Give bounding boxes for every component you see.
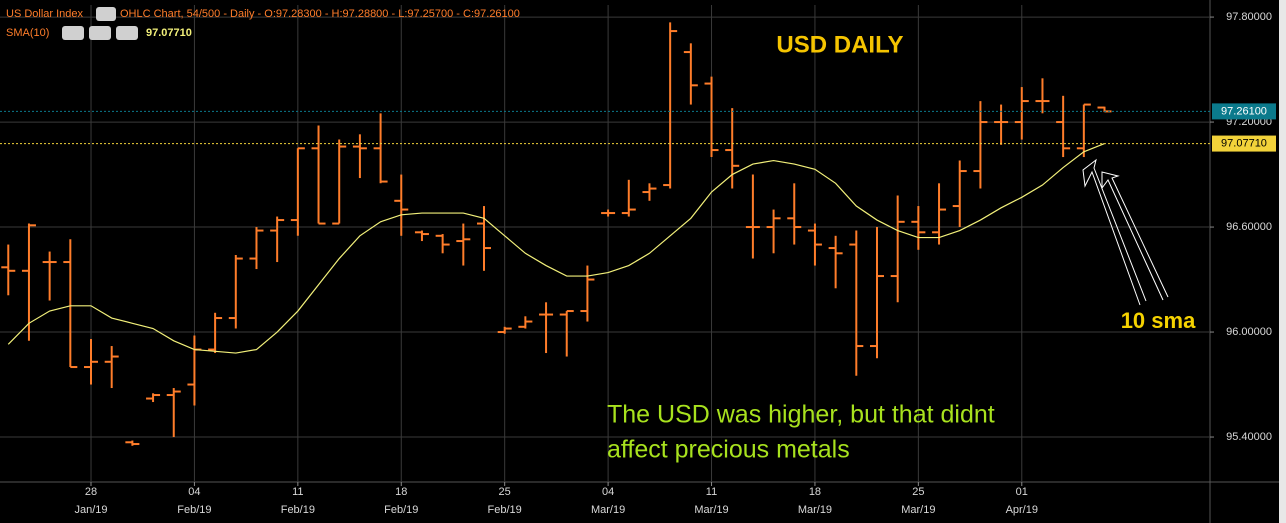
header-title: US Dollar Index [6,8,84,20]
x-tick-month: Jan/19 [74,504,107,516]
ohlc-bar [932,183,947,245]
x-tick-month: Mar/19 [798,504,832,516]
ohlc-bar [311,125,326,225]
y-tick-label: 97.80000 [1226,11,1272,23]
ohlc-bar [1056,95,1071,158]
marks [0,22,1210,446]
ohlc-bar [787,183,802,245]
x-tick-month: Mar/19 [901,504,935,516]
ohlc-bar [166,388,181,438]
x-tick-month: Feb/19 [281,504,315,516]
x-tick-label: 04 [602,486,614,498]
ohlc-bar [849,230,864,376]
header-info: OHLC Chart, 54/500 - Daily - O:97.28300 … [120,8,520,20]
x-tick-month: Feb/19 [384,504,418,516]
x-tick-label: 28 [85,486,97,498]
x-tick-label: 18 [809,486,821,498]
x-tick-month: Feb/19 [177,504,211,516]
x-tick-month: Apr/19 [1006,504,1038,516]
x-tick-label: 11 [292,486,303,498]
annotation: The USD was higher, but that didnt [607,401,995,429]
ohlc-bar [973,101,988,189]
ohlc-bar [952,160,967,228]
ohlc-bar [84,339,99,385]
x-tick-label: 11 [706,486,717,498]
annotation: affect precious metals [607,436,850,464]
ohlc-bar [621,179,636,217]
price-label: 97.07710 [1221,137,1267,149]
ohlc-bar [704,76,719,158]
ohlc-bar [394,174,409,236]
window-edge [1279,0,1286,523]
ohlc-bar [228,255,243,329]
price-box [1212,103,1276,120]
ohlc-bar [146,393,161,403]
ohlc-bar [352,134,367,179]
y-tick-label: 96.60000 [1226,221,1272,233]
ohlc-bar [332,139,347,225]
ohlc-bar [766,209,781,254]
y-tick-label: 95.40000 [1226,431,1272,443]
eye-button[interactable] [62,26,84,40]
ohlc-bar [435,234,450,254]
arrow [1082,158,1147,306]
ohlc-bar [373,113,388,184]
ohlc-bar [518,316,533,329]
ohlc-bar [477,206,491,271]
ohlc-bar [559,310,574,357]
ohlc-bar [42,251,57,301]
ohlc-bar [290,147,305,236]
x-tick-month: Mar/19 [591,504,625,516]
ohlc-bar [869,227,884,359]
x-tick-month: Mar/19 [694,504,728,516]
ohlc-bar [580,265,595,322]
x-tick-label: 25 [499,486,511,498]
ohlc-bar [497,326,512,334]
ohlc-bar [890,195,905,303]
ohlc-bar [663,22,678,189]
x-tick-label: 25 [912,486,924,498]
ohlc-bar [1076,103,1091,158]
annotation: USD DAILY [776,31,903,58]
ohlc-bar [21,223,36,341]
x-tick-label: 18 [395,486,407,498]
x-tick-label: 01 [1016,486,1028,498]
legend-value: 97.07710 [146,27,192,39]
ohlc-bar [125,440,140,446]
annotation: 10 sma [1121,308,1196,333]
arrows [1082,158,1169,306]
ohlc-bar [414,230,429,242]
ohlc-bar [642,183,657,201]
y-tick-label: 96.00000 [1226,326,1272,338]
header: US Dollar Index OHLC Chart, 54/500 - Dai… [6,7,520,40]
ohlc-bar [104,346,119,389]
ohlc-bar [807,223,822,266]
ohlc-bar [601,209,616,217]
close-button[interactable] [89,26,111,40]
x-tick-label: 04 [188,486,200,498]
ohlc-bar [745,174,760,259]
eye-button[interactable] [96,7,116,21]
ohlc-bar [1035,78,1050,114]
ohlc-bar [911,206,926,250]
ohlc-bar [539,302,554,354]
ohlc-bar [1014,87,1029,140]
sma-line [7,143,1105,354]
settings-button[interactable] [116,26,138,40]
price-label: 97.26100 [1221,105,1267,117]
legend-entry: SMA(10) [6,27,49,39]
arrow [1101,171,1169,301]
ohlc-bar [683,43,698,105]
ohlc-bar [249,227,264,270]
ohlc-bar [828,235,843,289]
ohlc-bar [63,239,78,369]
ohlc-bar [456,223,471,266]
ohlc-bar [270,216,285,263]
price-box [1212,135,1276,152]
ohlc-bar [208,312,223,354]
ohlc-bar [1,244,16,296]
x-tick-month: Feb/19 [488,504,522,516]
